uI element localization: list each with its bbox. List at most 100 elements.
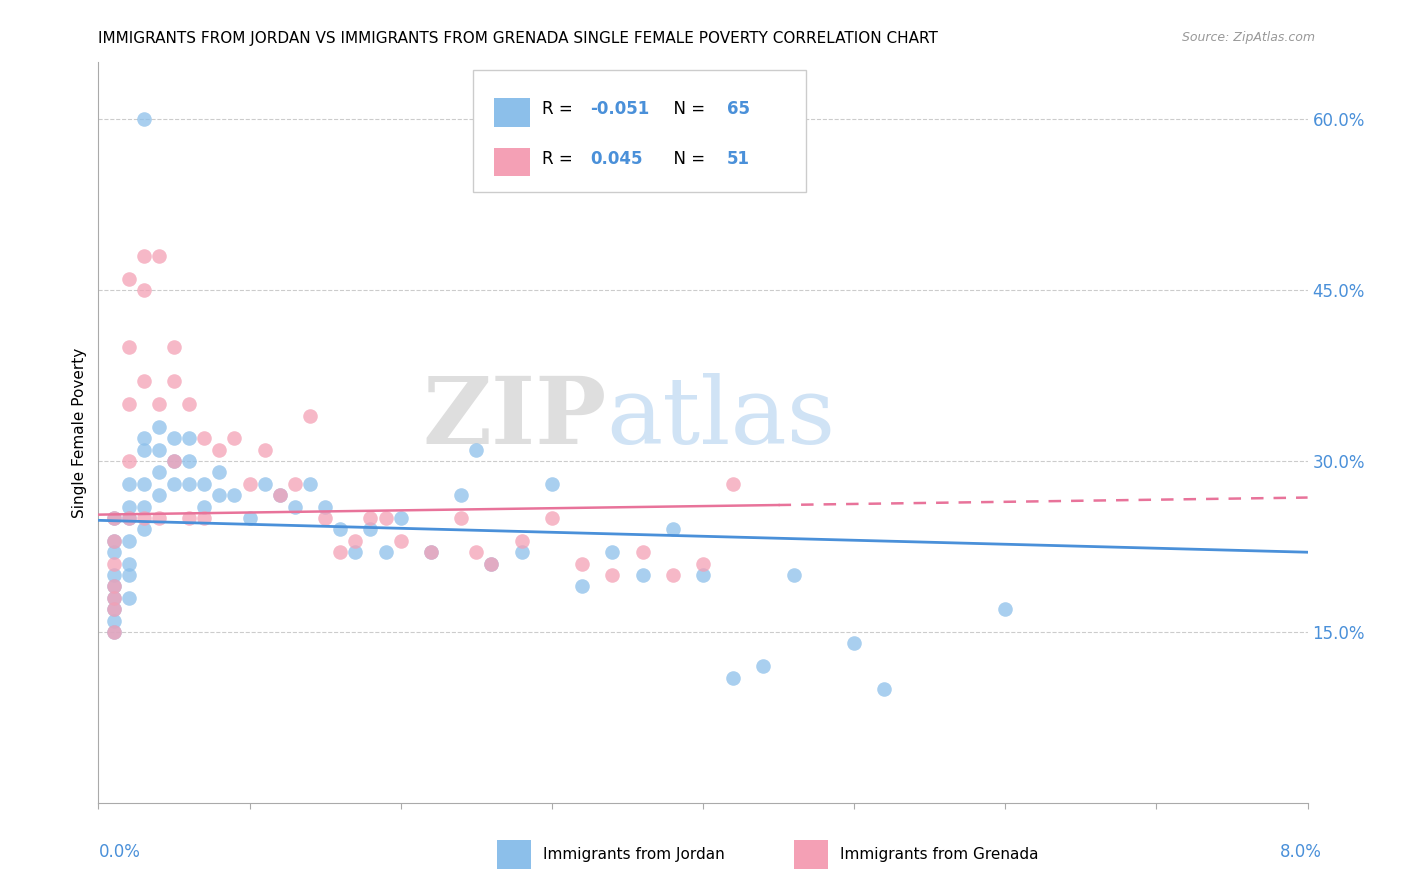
Point [103, 579, 125, 593]
Point [193, 500, 215, 514]
Point [692, 568, 714, 582]
Point [103, 511, 125, 525]
Point [208, 466, 231, 480]
Point [118, 272, 141, 286]
Point [103, 602, 125, 616]
Point [329, 545, 352, 559]
Point [118, 533, 141, 548]
Point [118, 591, 141, 605]
Point [450, 511, 472, 525]
Point [389, 511, 412, 525]
Text: 0.045: 0.045 [591, 150, 643, 168]
Point [631, 568, 654, 582]
Point [132, 476, 155, 491]
Point [132, 523, 155, 537]
Bar [494, 148, 530, 177]
Point [148, 442, 170, 457]
Text: R =: R = [543, 150, 578, 168]
Point [420, 545, 443, 559]
Text: 51: 51 [727, 150, 751, 168]
Point [163, 375, 186, 389]
Point [148, 511, 170, 525]
Point [132, 500, 155, 514]
Point [481, 557, 503, 571]
Y-axis label: Single Female Poverty: Single Female Poverty [72, 348, 87, 517]
Point [103, 579, 125, 593]
Point [450, 488, 472, 502]
Text: -0.051: -0.051 [591, 100, 650, 118]
Point [179, 454, 201, 468]
Point [103, 624, 125, 639]
Point [132, 511, 155, 525]
Point [193, 431, 215, 445]
Point [132, 283, 155, 297]
Point [844, 636, 866, 650]
Point [360, 511, 382, 525]
Point [465, 545, 488, 559]
Point [540, 476, 562, 491]
Point [465, 442, 488, 457]
Point [344, 533, 367, 548]
Point [103, 511, 125, 525]
Bar [494, 98, 530, 127]
Point [132, 249, 155, 263]
Point [661, 568, 683, 582]
Point [299, 476, 322, 491]
Point [118, 511, 141, 525]
Text: IMMIGRANTS FROM JORDAN VS IMMIGRANTS FROM GRENADA SINGLE FEMALE POVERTY CORRELAT: IMMIGRANTS FROM JORDAN VS IMMIGRANTS FRO… [98, 31, 938, 46]
Point [118, 454, 141, 468]
Point [179, 397, 201, 411]
Point [314, 500, 336, 514]
Point [103, 624, 125, 639]
Point [163, 454, 186, 468]
Point [239, 476, 262, 491]
Point [148, 466, 170, 480]
Point [103, 545, 125, 559]
Point [602, 545, 624, 559]
Point [239, 511, 262, 525]
Point [132, 375, 155, 389]
Point [299, 409, 322, 423]
Point [163, 340, 186, 354]
Point [692, 557, 714, 571]
Point [284, 500, 307, 514]
Point [752, 659, 775, 673]
Text: 8.0%: 8.0% [1279, 843, 1322, 861]
Point [374, 545, 396, 559]
Text: 0.0%: 0.0% [98, 843, 141, 861]
Point [540, 511, 562, 525]
Point [118, 568, 141, 582]
Point [329, 523, 352, 537]
Point [723, 476, 745, 491]
Text: Immigrants from Jordan: Immigrants from Jordan [543, 847, 725, 863]
Point [571, 557, 593, 571]
Text: atlas: atlas [606, 373, 835, 463]
Point [269, 488, 291, 502]
Point [103, 568, 125, 582]
Point [118, 397, 141, 411]
Point [208, 442, 231, 457]
Point [481, 557, 503, 571]
Point [602, 568, 624, 582]
Text: R =: R = [543, 100, 578, 118]
Point [571, 579, 593, 593]
Point [163, 454, 186, 468]
Bar [498, 840, 531, 870]
Point [314, 511, 336, 525]
Point [118, 511, 141, 525]
Point [163, 431, 186, 445]
Point [374, 511, 396, 525]
Point [103, 614, 125, 628]
Text: 65: 65 [727, 100, 751, 118]
Point [783, 568, 806, 582]
Point [873, 681, 896, 696]
Point [994, 602, 1017, 616]
Point [179, 476, 201, 491]
Point [253, 442, 276, 457]
Point [360, 523, 382, 537]
Text: Source: ZipAtlas.com: Source: ZipAtlas.com [1181, 31, 1315, 45]
Text: Immigrants from Grenada: Immigrants from Grenada [839, 847, 1038, 863]
Point [132, 112, 155, 127]
Point [510, 533, 533, 548]
Bar [793, 840, 828, 870]
